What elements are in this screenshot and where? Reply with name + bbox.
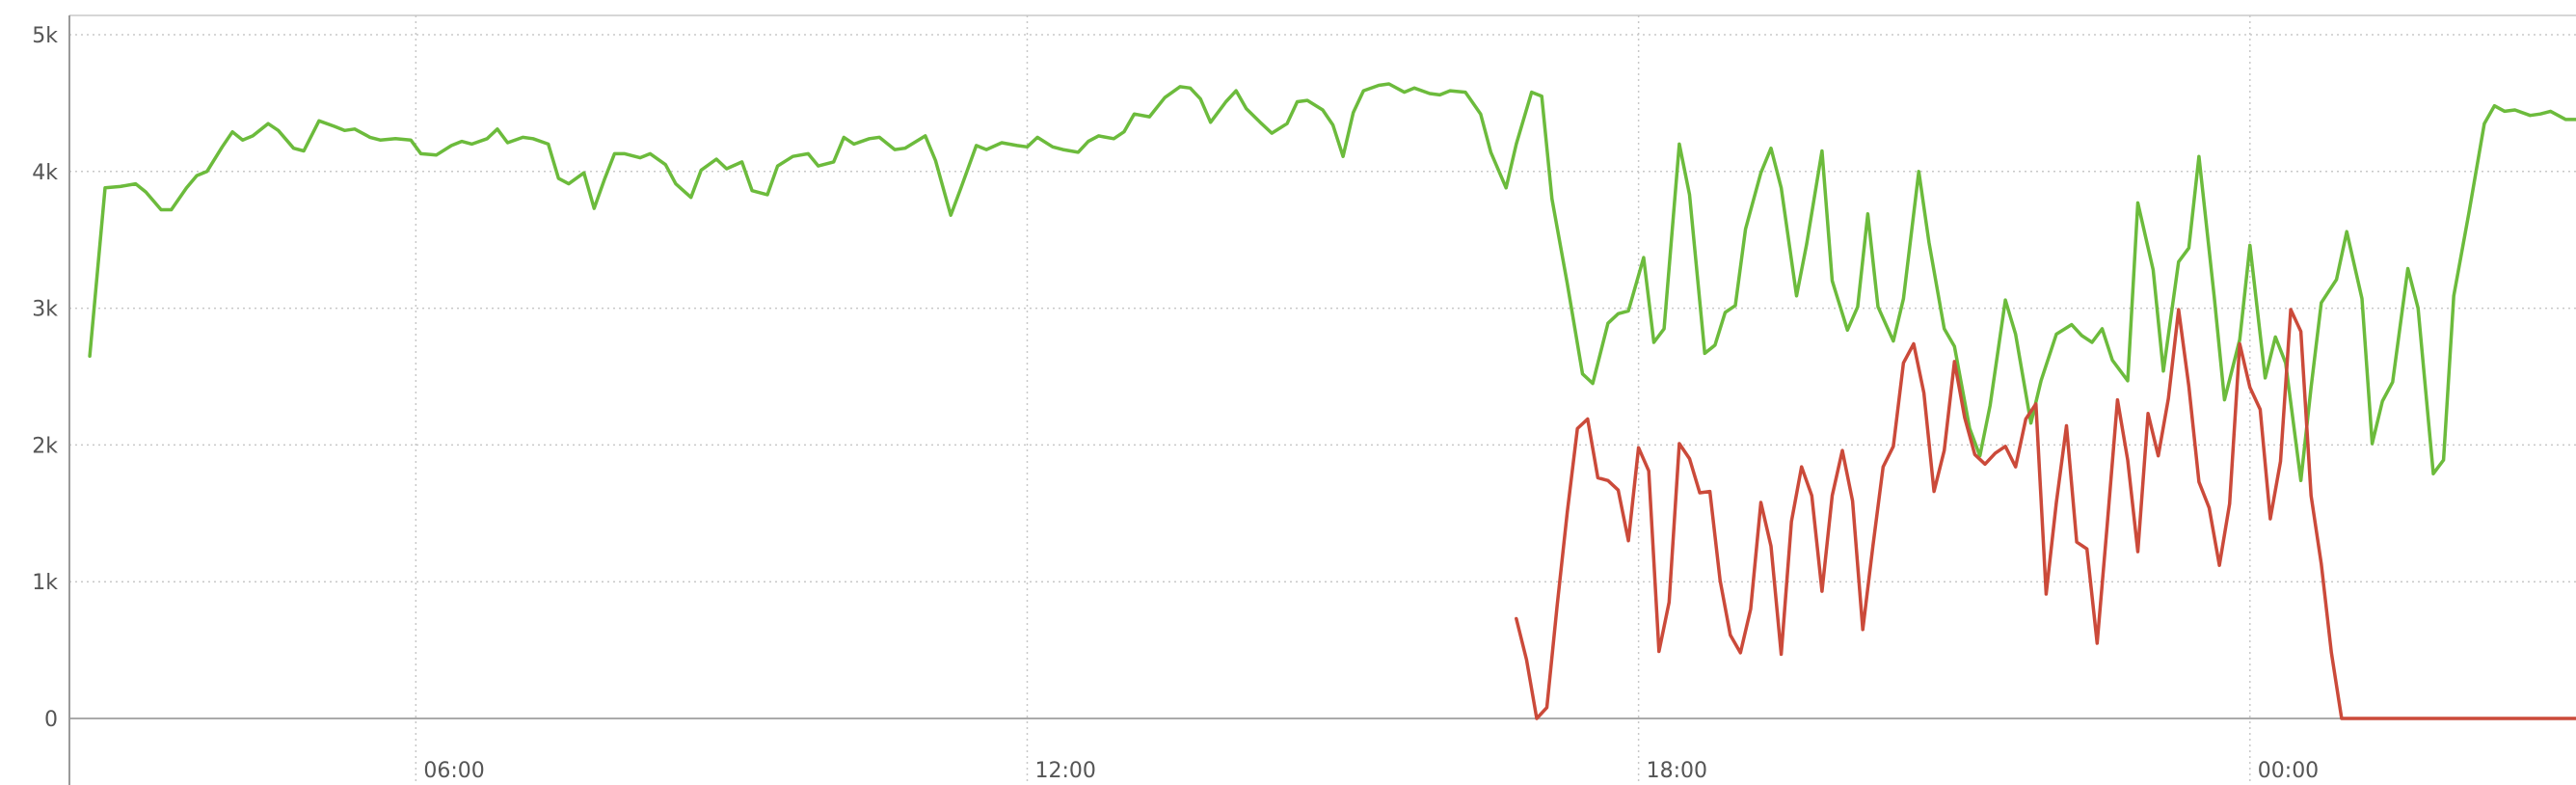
y-tick-label: 3k	[32, 298, 58, 322]
x-tick-label: 00:00	[2258, 759, 2319, 783]
y-tick-label: 5k	[32, 24, 58, 48]
x-tick-label: 18:00	[1647, 759, 1707, 783]
series-layer	[88, 82, 2576, 720]
y-tick-label: 4k	[32, 161, 58, 185]
tick-labels: 0 1k 2k 3k 4k 5k 06:00 12:00 18:00 00:00	[32, 24, 2319, 783]
y-tick-label: 0	[44, 708, 58, 732]
series-line-1	[1515, 308, 2576, 720]
x-tick-label: 06:00	[423, 759, 484, 783]
x-tick-label: 12:00	[1034, 759, 1095, 783]
grid	[69, 14, 2576, 785]
series-line-0	[88, 82, 2576, 483]
y-tick-label: 1k	[32, 571, 58, 595]
y-tick-label: 2k	[32, 434, 58, 458]
